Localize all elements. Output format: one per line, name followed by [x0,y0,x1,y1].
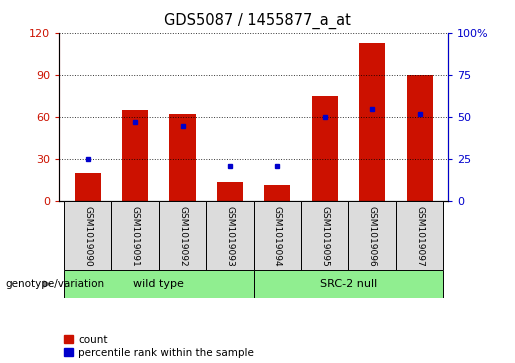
Bar [75,174,101,201]
FancyBboxPatch shape [253,270,443,298]
Text: GSM1019090: GSM1019090 [83,205,92,266]
FancyBboxPatch shape [111,201,159,270]
FancyBboxPatch shape [64,270,253,298]
Bar [169,114,196,201]
FancyBboxPatch shape [301,201,349,270]
Legend: count, percentile rank within the sample: count, percentile rank within the sample [64,335,254,358]
Text: GSM1019094: GSM1019094 [273,205,282,266]
Bar [122,110,148,201]
Text: GSM1019093: GSM1019093 [226,205,234,266]
Bar [264,184,290,201]
Text: SRC-2 null: SRC-2 null [320,279,377,289]
Bar [406,75,433,201]
Bar [359,42,385,201]
FancyBboxPatch shape [206,201,253,270]
Text: GSM1019095: GSM1019095 [320,205,329,266]
Text: GSM1019096: GSM1019096 [368,205,376,266]
FancyBboxPatch shape [159,201,206,270]
Text: GSM1019097: GSM1019097 [415,205,424,266]
Bar [312,96,338,201]
Bar [217,182,243,201]
FancyBboxPatch shape [253,201,301,270]
Text: GSM1019091: GSM1019091 [131,205,140,266]
Text: genotype/variation: genotype/variation [5,279,104,289]
FancyBboxPatch shape [396,201,443,270]
FancyBboxPatch shape [349,201,396,270]
FancyBboxPatch shape [64,201,111,270]
Text: GDS5087 / 1455877_a_at: GDS5087 / 1455877_a_at [164,13,351,29]
Text: GSM1019092: GSM1019092 [178,205,187,266]
Text: wild type: wild type [133,279,184,289]
